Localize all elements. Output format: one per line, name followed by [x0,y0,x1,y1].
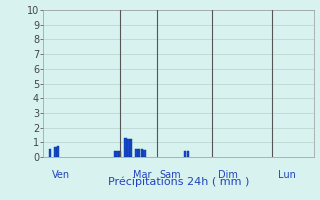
Bar [114,151,116,157]
Bar [138,149,140,157]
Bar [57,146,59,157]
X-axis label: Précipitations 24h ( mm ): Précipitations 24h ( mm ) [108,176,249,187]
Bar [49,149,51,157]
Text: Ven: Ven [52,170,70,180]
Bar [127,139,130,157]
Bar [187,151,189,157]
Bar [143,150,146,157]
Bar [184,151,186,157]
Bar [130,139,132,157]
Bar [124,138,127,157]
Bar [116,151,119,157]
Text: Lun: Lun [278,170,295,180]
Bar [54,147,57,157]
Bar [141,149,143,157]
Bar [119,151,122,157]
Text: Dim: Dim [219,170,238,180]
Text: Mar: Mar [133,170,151,180]
Text: Sam: Sam [159,170,181,180]
Bar [135,149,138,157]
